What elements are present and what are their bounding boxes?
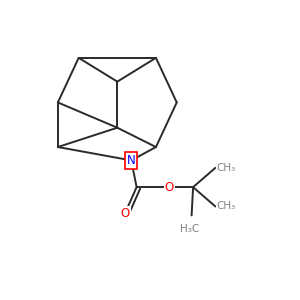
Text: O: O xyxy=(120,207,129,220)
Text: H₃C: H₃C xyxy=(181,224,200,234)
Text: CH₃: CH₃ xyxy=(217,202,236,212)
Text: O: O xyxy=(165,181,174,194)
Text: N: N xyxy=(127,154,136,167)
Text: CH₃: CH₃ xyxy=(217,163,236,173)
